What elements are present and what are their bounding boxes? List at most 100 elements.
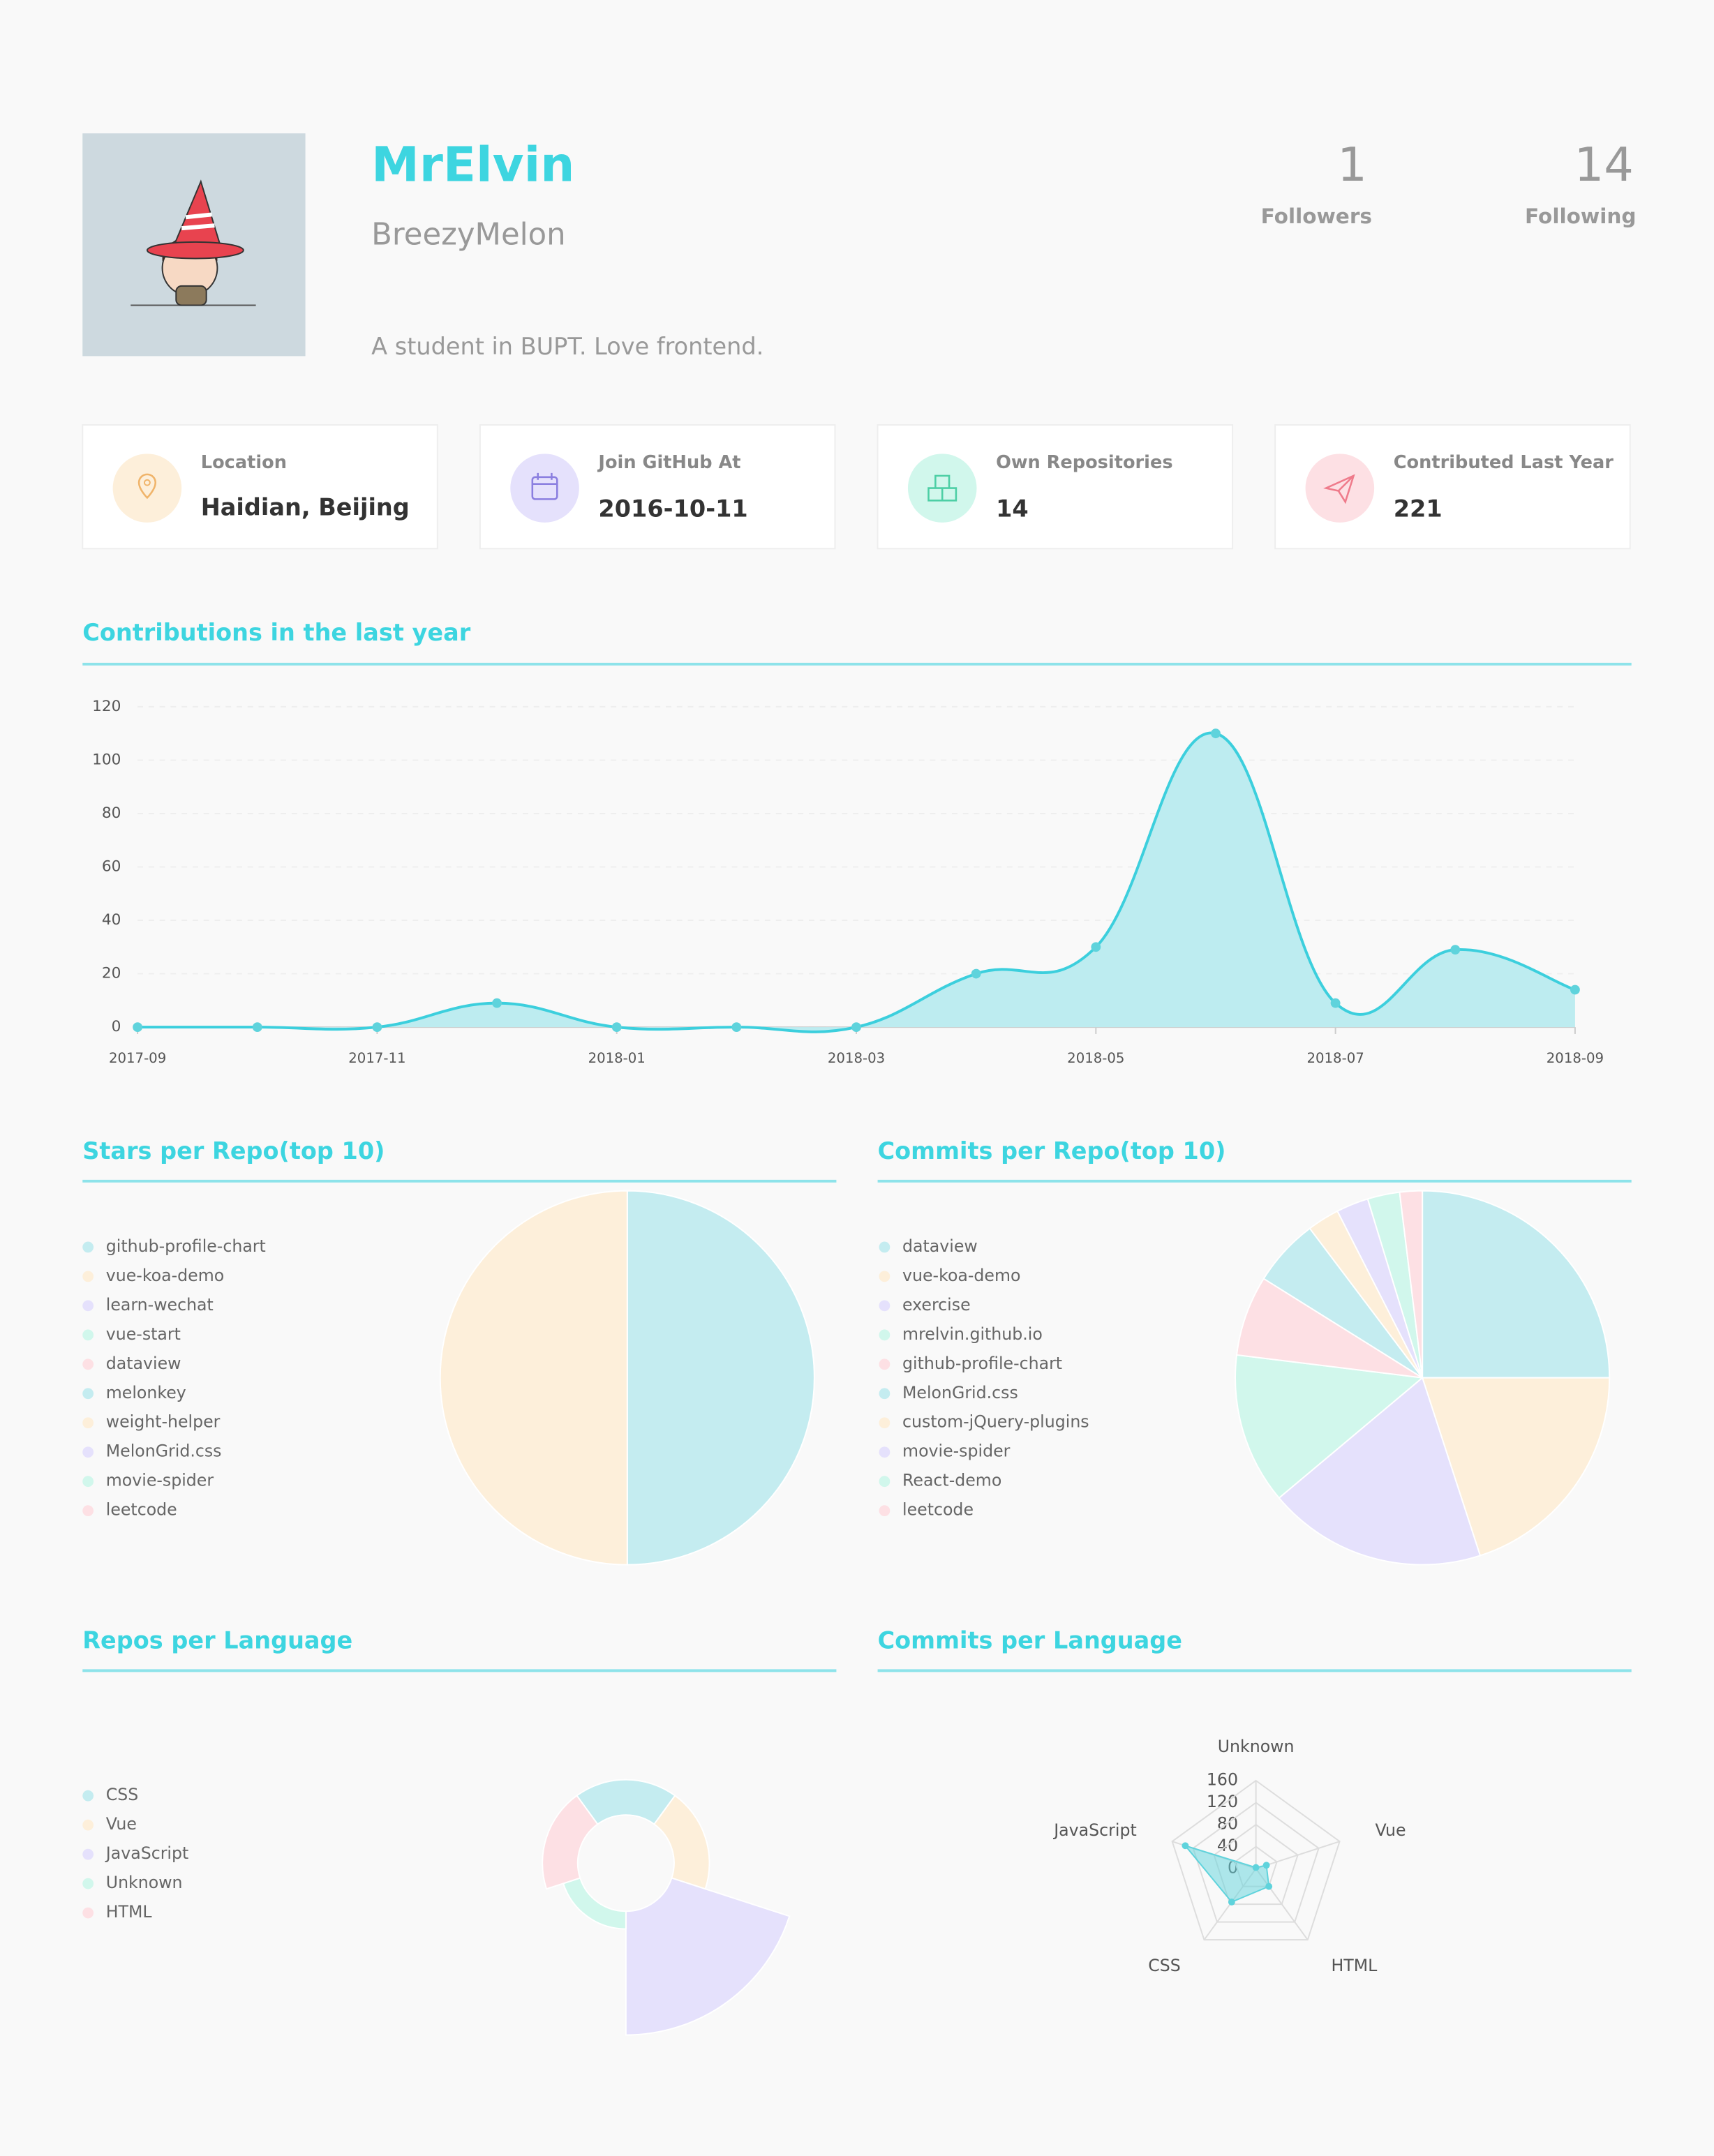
radar-ring xyxy=(1192,1802,1320,1923)
legend-label: vue-koa-demo xyxy=(106,1266,224,1285)
card-label: Location xyxy=(201,452,287,473)
legend-label: github-profile-chart xyxy=(106,1236,266,1256)
radar-point xyxy=(1262,1862,1270,1869)
legend-label: movie-spider xyxy=(902,1442,1011,1461)
legend-label: vue-start xyxy=(106,1324,181,1344)
point xyxy=(611,1022,622,1032)
radar-ring xyxy=(1213,1823,1299,1906)
legend-label: MelonGrid.css xyxy=(902,1383,1018,1402)
radar-point xyxy=(1182,1842,1189,1850)
point xyxy=(1091,942,1101,952)
legend-swatch xyxy=(82,1907,94,1919)
legend-swatch xyxy=(879,1271,890,1282)
radar-axis-label: Unknown xyxy=(1218,1737,1295,1756)
legend-swatch xyxy=(82,1446,94,1458)
legend-label: leetcode xyxy=(902,1500,974,1520)
legend-label: mrelvin.github.io xyxy=(902,1324,1043,1344)
card-label: Join GitHub At xyxy=(597,452,740,473)
point xyxy=(851,1022,861,1032)
radar-point xyxy=(1265,1882,1273,1890)
card: Own Repositories 14 xyxy=(877,424,1234,550)
point xyxy=(1450,945,1461,955)
pie-slice xyxy=(1399,1190,1424,1378)
legend-swatch xyxy=(82,1505,94,1517)
y-tick-label: 20 xyxy=(102,965,121,982)
legend-label: melonkey xyxy=(106,1383,186,1402)
point xyxy=(492,998,502,1008)
radar-axis-label: JavaScript xyxy=(1052,1820,1137,1840)
legend-label: vue-koa-demo xyxy=(902,1266,1020,1285)
y-tick-label: 40 xyxy=(102,911,121,929)
point xyxy=(133,1022,143,1032)
x-tick-label: 2018-09 xyxy=(1547,1050,1604,1066)
user-name: MrElvin xyxy=(371,137,574,193)
legend-label: Unknown xyxy=(106,1873,183,1892)
y-tick-label: 0 xyxy=(112,1018,121,1035)
legend-swatch xyxy=(879,1476,890,1488)
card-value: 14 xyxy=(996,495,1029,523)
pie-slice xyxy=(439,1190,628,1566)
legend-swatch xyxy=(82,1819,94,1831)
legend-swatch xyxy=(82,1790,94,1802)
legend-label: HTML xyxy=(106,1902,153,1922)
card: Location Haidian, Beijing xyxy=(82,424,438,550)
radar-point xyxy=(1228,1899,1235,1906)
legend-label: React-demo xyxy=(902,1471,1001,1490)
rose-sector xyxy=(625,1877,791,2036)
legend-swatch xyxy=(82,1878,94,1889)
avatar xyxy=(82,133,306,357)
radar-axis-label: CSS xyxy=(1148,1956,1181,1975)
legend-swatch xyxy=(879,1388,890,1400)
y-tick-label: 60 xyxy=(102,858,121,876)
y-tick-label: 100 xyxy=(92,751,121,768)
legend-swatch xyxy=(82,1417,94,1429)
radar-axis-label: Vue xyxy=(1376,1820,1406,1840)
legend-swatch xyxy=(82,1848,94,1860)
card-label: Own Repositories xyxy=(996,452,1172,473)
rose-sector xyxy=(542,1795,599,1890)
legend-label: JavaScript xyxy=(105,1843,189,1863)
following-count[interactable]: 14 xyxy=(1574,137,1634,192)
legend-swatch xyxy=(879,1417,890,1429)
legend-swatch xyxy=(82,1271,94,1282)
section-title: Repos per Language xyxy=(82,1626,352,1654)
radar-tick-label: 120 xyxy=(1207,1792,1238,1811)
legend-swatch xyxy=(879,1505,890,1517)
legend-label: learn-wechat xyxy=(106,1295,214,1315)
followers-label[interactable]: Followers xyxy=(1261,204,1372,228)
legend-label: exercise xyxy=(902,1295,971,1315)
radar-point xyxy=(1252,1864,1260,1871)
legend-label: weight-helper xyxy=(106,1412,221,1432)
following-label[interactable]: Following xyxy=(1525,204,1636,228)
legend-swatch xyxy=(82,1241,94,1253)
legend-swatch xyxy=(879,1241,890,1253)
card: Contributed Last Year 221 xyxy=(1274,424,1631,550)
y-tick-label: 80 xyxy=(102,804,121,822)
legend-label: Vue xyxy=(106,1814,137,1834)
card-label: Contributed Last Year xyxy=(1394,452,1614,473)
pie-slice xyxy=(1278,1376,1482,1566)
section-title: Commits per Language xyxy=(878,1626,1182,1654)
legend-swatch xyxy=(82,1300,94,1312)
pie-slice xyxy=(1421,1377,1611,1557)
area xyxy=(137,733,1575,1032)
legend-swatch xyxy=(82,1358,94,1370)
radar-axis-label: HTML xyxy=(1331,1956,1378,1975)
legend-label: custom-jQuery-plugins xyxy=(902,1412,1089,1432)
followers-count[interactable]: 1 xyxy=(1337,137,1367,192)
legend-swatch xyxy=(879,1329,890,1341)
legend-label: CSS xyxy=(106,1785,139,1804)
radar-ring xyxy=(1171,1779,1341,1941)
legend-label: movie-spider xyxy=(106,1471,214,1490)
legend-swatch xyxy=(82,1476,94,1488)
x-tick-label: 2018-01 xyxy=(588,1050,646,1066)
pie-slice xyxy=(1235,1278,1423,1379)
legend-swatch xyxy=(82,1388,94,1400)
pie-slice xyxy=(1235,1354,1424,1499)
point xyxy=(1570,985,1580,995)
legend-label: github-profile-chart xyxy=(902,1354,1062,1373)
legend-swatch xyxy=(879,1446,890,1458)
radar-tick-label: 160 xyxy=(1207,1770,1238,1790)
